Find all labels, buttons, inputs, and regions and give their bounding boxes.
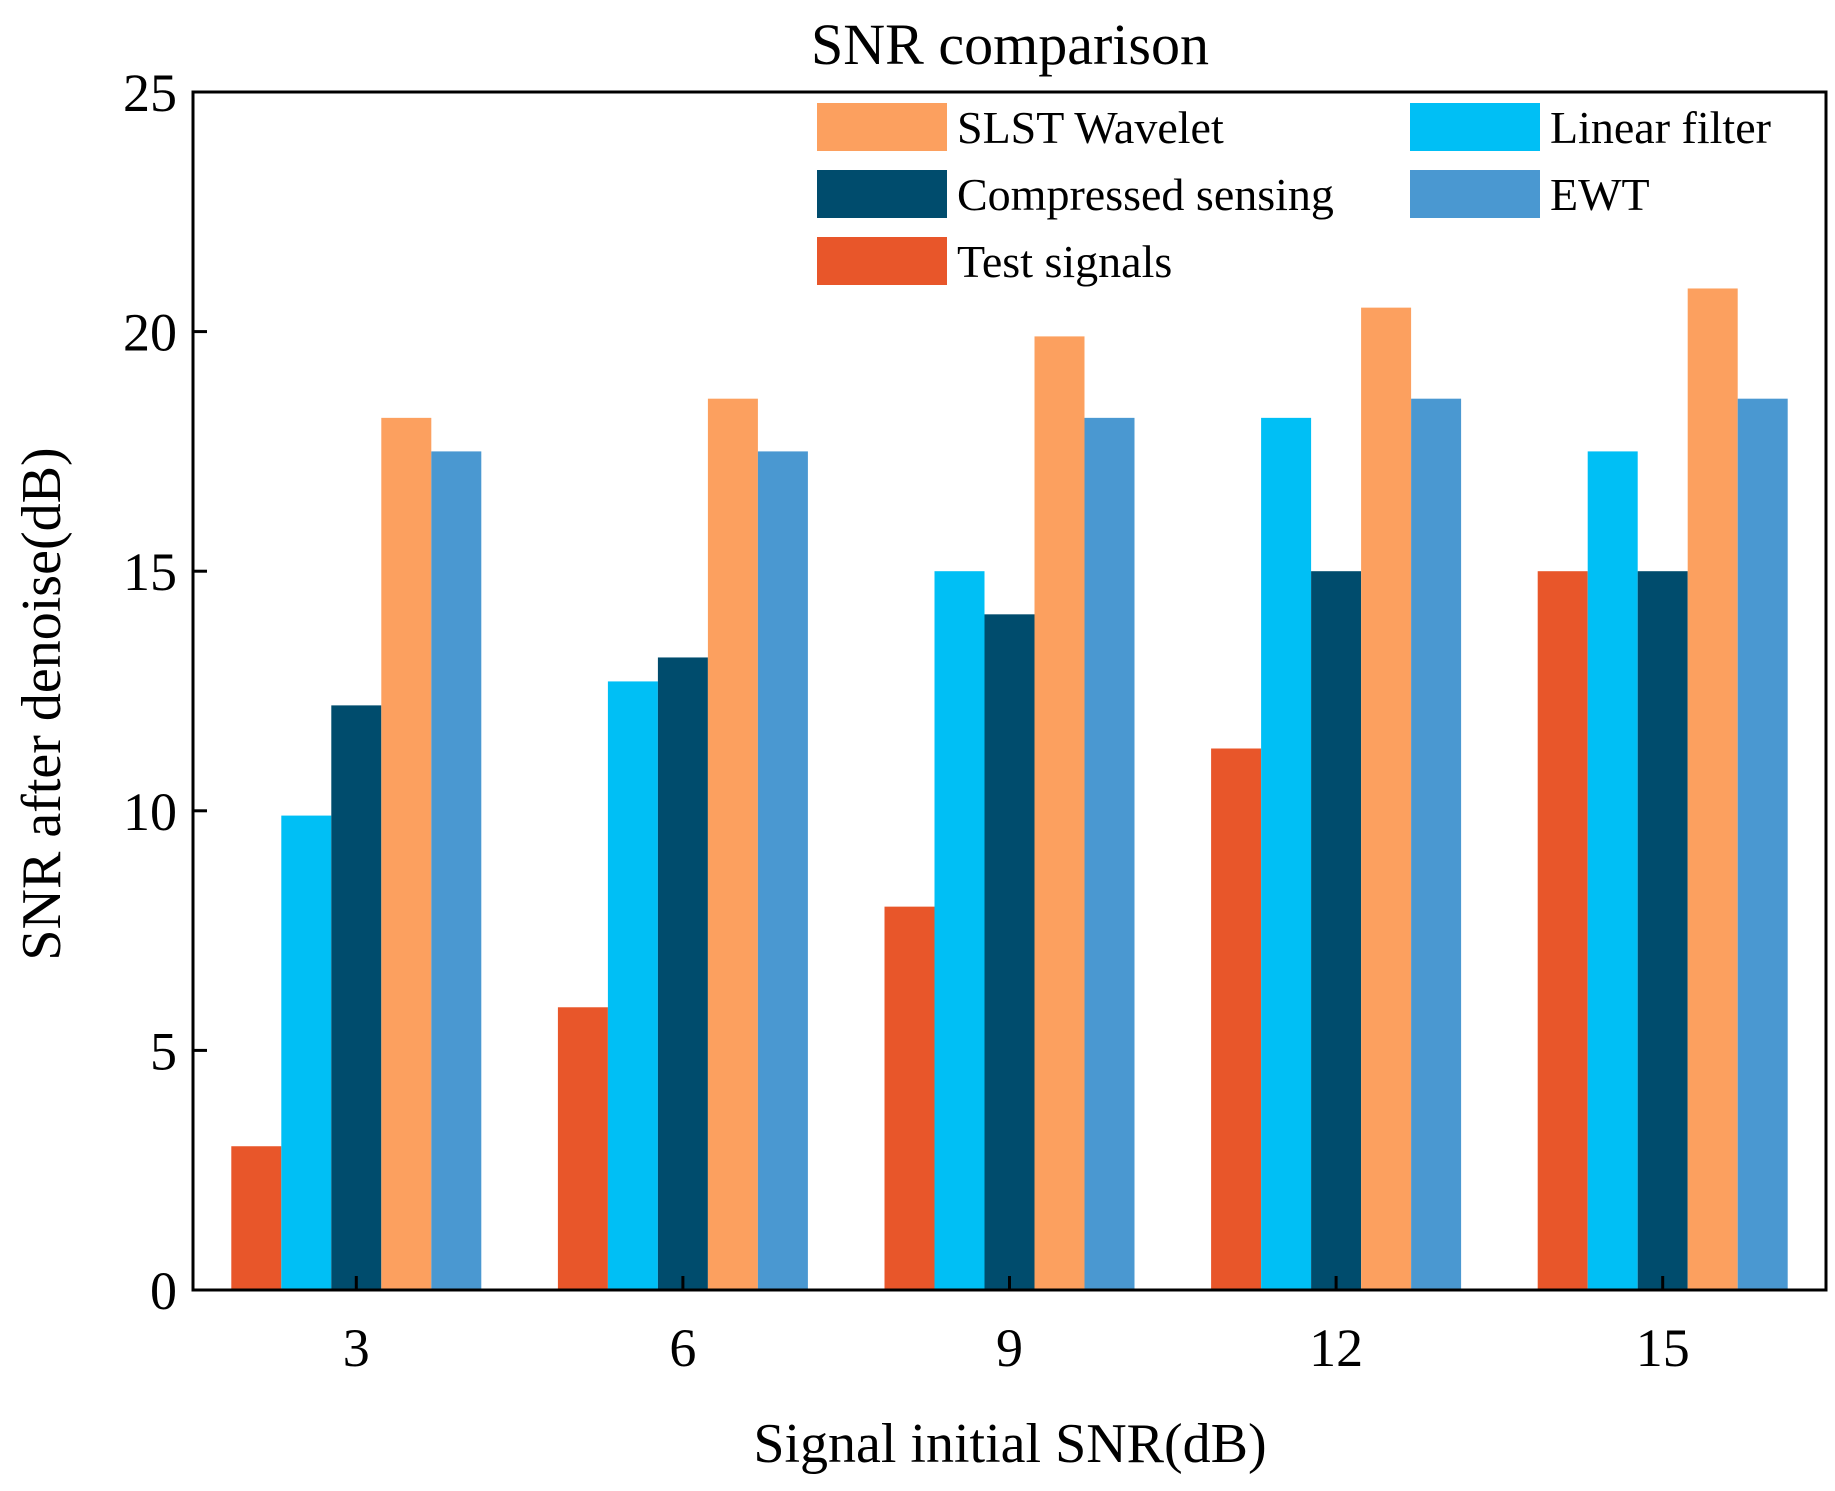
chart-title: SNR comparison [811,12,1209,77]
y-tick-label-0: 0 [150,1261,177,1321]
legend-label-compressed-sensing: Compressed sensing [957,169,1334,220]
y-tick-label-15: 15 [123,542,177,602]
legend-swatch-slst-wavelet [817,103,947,151]
bar-ewt-15 [1737,398,1788,1290]
legend-label-slst-wavelet: SLST Wavelet [957,102,1224,153]
bar-linear-filter-6 [607,681,658,1290]
bar-ewt-6 [757,451,808,1290]
y-tick-label-10: 10 [123,782,177,842]
plot-frame [191,90,1828,1292]
legend-swatch-test-signals [817,237,947,285]
x-tick-label-12: 12 [1309,1318,1363,1378]
bar-slst-wavelet-15 [1687,288,1738,1290]
x-tick-label-15: 15 [1636,1318,1690,1378]
bar-test-signals-12 [1211,748,1262,1290]
bar-ewt-9 [1084,417,1135,1291]
bar-linear-filter-12 [1261,417,1312,1291]
bar-test-signals-3 [231,1146,282,1290]
y-tick-label-5: 5 [150,1021,177,1081]
bar-ewt-3 [431,451,482,1290]
bar-slst-wavelet-12 [1361,307,1412,1290]
bar-slst-wavelet-3 [381,417,432,1291]
legend: SLST Wavelet Linear filter Compressed sens… [817,102,1771,287]
bar-test-signals-9 [884,906,935,1290]
bar-ewt-12 [1411,398,1462,1290]
bar-test-signals-15 [1537,571,1588,1290]
bar-compressed-sensing-9 [984,614,1035,1290]
legend-label-ewt: EWT [1550,169,1650,220]
bar-compressed-sensing-3 [331,705,382,1290]
x-tick-label-3: 3 [343,1318,370,1378]
x-axis-label: Signal initial SNR(dB) [753,1413,1266,1475]
y-tick-label-25: 25 [123,63,177,123]
legend-label-linear-filter: Linear filter [1550,102,1771,153]
legend-swatch-ewt [1410,170,1540,218]
bar-compressed-sensing-6 [657,657,708,1290]
bar-compressed-sensing-15 [1637,571,1688,1290]
x-tick-label-6: 6 [669,1318,696,1378]
bar-slst-wavelet-9 [1034,336,1085,1291]
y-tick-label-20: 20 [123,303,177,363]
bar-test-signals-6 [557,1007,608,1290]
bar-linear-filter-15 [1587,451,1638,1290]
legend-label-test-signals: Test signals [957,236,1172,287]
y-ticks-group: 0 5 10 15 20 25 [123,63,207,1321]
bar-compressed-sensing-12 [1311,571,1362,1290]
legend-swatch-compressed-sensing [817,170,947,218]
bar-slst-wavelet-6 [707,398,758,1290]
x-tick-label-9: 9 [996,1318,1023,1378]
x-ticks-group: 3 6 9 12 15 [343,1276,1690,1378]
bar-linear-filter-9 [934,571,985,1290]
legend-swatch-linear-filter [1410,103,1540,151]
y-axis-label: SNR after denoise(dB) [11,447,73,960]
bar-linear-filter-3 [281,815,332,1290]
bars-group [231,288,1788,1291]
